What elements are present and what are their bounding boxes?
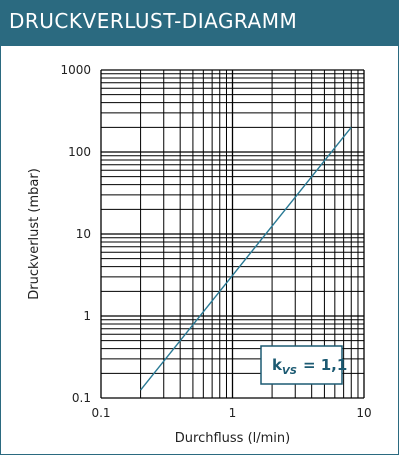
pressure-loss-curve [140, 126, 352, 391]
y-tick-label: 0.1 [72, 391, 91, 405]
kvs-annotation: kVS = 1,1 [260, 345, 347, 385]
x-axis-label: Durchfluss (l/min) [175, 431, 290, 446]
x-tick-label: 0.1 [91, 406, 110, 420]
y-tick-label: 100 [68, 145, 91, 159]
tick-labels: 0.1 1 10 0.1 1 10 100 1000 [60, 63, 371, 420]
kvs-k: k [272, 356, 283, 374]
chart-title: DRUCKVERLUST-DIAGRAMM [9, 9, 298, 33]
y-tick-label: 10 [76, 227, 91, 241]
x-tick-label: 10 [356, 406, 371, 420]
kvs-annotation-box [260, 345, 343, 385]
kvs-subscript: VS [282, 366, 297, 377]
kvs-annotation-text: kVS = 1,1 [272, 356, 347, 377]
header-bar: DRUCKVERLUST-DIAGRAMM [0, 0, 399, 46]
y-tick-label: 1000 [60, 63, 91, 77]
y-axis-label: Druckverlust (mbar) [27, 168, 42, 300]
y-tick-label: 1 [83, 309, 91, 323]
chart-grid [100, 69, 365, 399]
curve-layer [140, 126, 352, 391]
kvs-value: = 1,1 [303, 356, 347, 374]
x-tick-label: 1 [229, 406, 237, 420]
